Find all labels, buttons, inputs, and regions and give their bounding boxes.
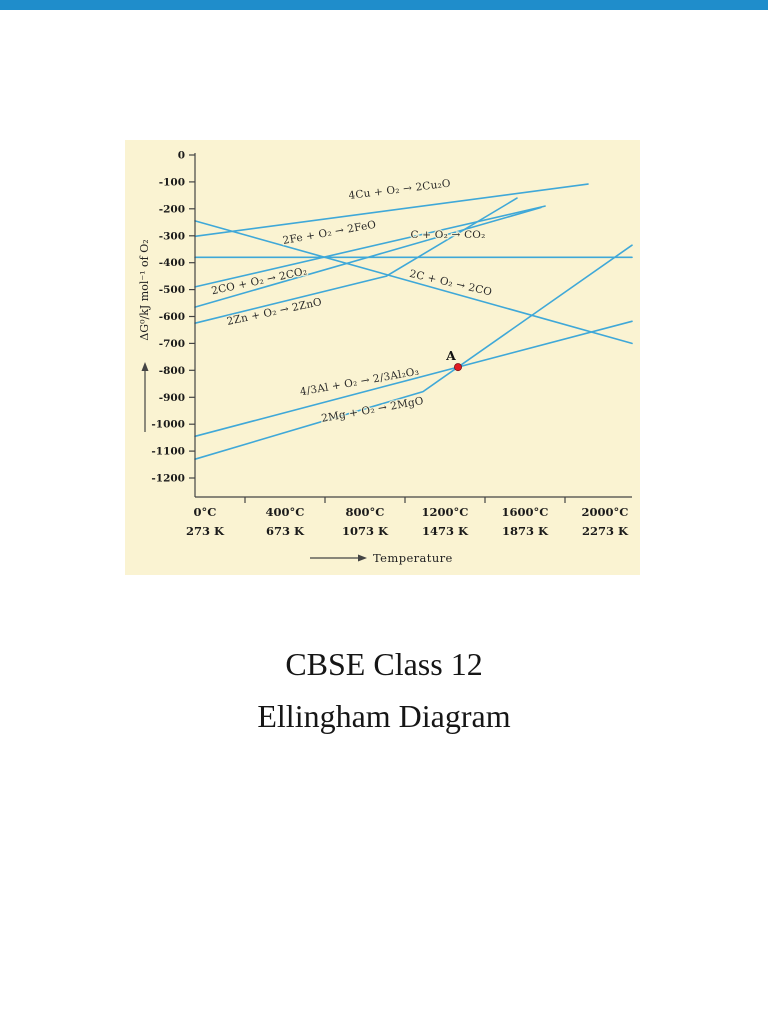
x-tick-label-celsius: 0°C bbox=[194, 505, 217, 519]
point-A-label: A bbox=[445, 348, 456, 363]
x-axis-title: Temperature bbox=[373, 551, 453, 565]
y-tick-label: -900 bbox=[159, 392, 185, 404]
y-axis-title: ΔG⁰/kJ mol⁻¹ of O₂ bbox=[138, 239, 151, 340]
y-tick-label: -300 bbox=[159, 230, 185, 242]
x-tick-label-kelvin: 1073 K bbox=[342, 524, 389, 538]
x-tick-label-kelvin: 2273 K bbox=[582, 524, 629, 538]
curve-mgo bbox=[194, 244, 633, 461]
reaction-label-cu2o: 4Cu + O₂ → 2Cu₂O bbox=[348, 177, 452, 201]
y-tick-label: -500 bbox=[159, 284, 185, 296]
curve-al2o3 bbox=[194, 320, 633, 438]
x-tick-label-celsius: 400°C bbox=[266, 505, 305, 519]
diagram-panel: 4Cu + O₂ → 2Cu₂O 2Fe + O₂ → 2FeO C + O₂ → … bbox=[125, 140, 640, 575]
reaction-label-co_co2: 2CO + O₂ → 2CO₂ bbox=[210, 265, 308, 297]
caption-block: CBSE Class 12 Ellingham Diagram bbox=[0, 638, 768, 742]
curve-c_co bbox=[194, 220, 633, 345]
marker-point-A bbox=[453, 363, 462, 372]
top-blue-bar bbox=[0, 0, 768, 10]
reaction-label-c_co: 2C + O₂ → 2CO bbox=[408, 268, 493, 299]
y-tick-label: -1200 bbox=[151, 473, 185, 485]
x-tick-label-celsius: 800°C bbox=[346, 505, 385, 519]
x-tick-label-kelvin: 673 K bbox=[266, 524, 305, 538]
y-tick-label: -600 bbox=[159, 311, 185, 323]
y-tick-label: 0 bbox=[178, 150, 185, 162]
y-tick-label: -200 bbox=[159, 203, 185, 215]
x-tick-label-kelvin: 1873 K bbox=[502, 524, 549, 538]
y-tick-label: -1100 bbox=[151, 446, 185, 458]
curve-zno bbox=[194, 197, 518, 324]
y-tick-label: -800 bbox=[159, 365, 185, 377]
caption-line-2: Ellingham Diagram bbox=[257, 698, 511, 734]
x-tick-label-celsius: 1200°C bbox=[422, 505, 469, 519]
x-tick-label-celsius: 1600°C bbox=[502, 505, 549, 519]
y-tick-label: -400 bbox=[159, 257, 185, 269]
y-axis-arrowhead-icon bbox=[141, 362, 149, 371]
y-tick-label: -1000 bbox=[151, 419, 185, 431]
y-tick-label: -700 bbox=[159, 338, 185, 350]
reaction-label-co2: C + O₂ → CO₂ bbox=[410, 229, 485, 241]
x-tick-label-celsius: 2000°C bbox=[582, 505, 629, 519]
curve-cu2o bbox=[194, 183, 589, 238]
curve-feo bbox=[194, 205, 546, 288]
y-tick-label: -100 bbox=[159, 176, 185, 188]
x-tick-label-kelvin: 273 K bbox=[186, 524, 225, 538]
x-tick-label-kelvin: 1473 K bbox=[422, 524, 469, 538]
caption-line-1: CBSE Class 12 bbox=[285, 646, 483, 682]
curve-co_co2 bbox=[194, 206, 542, 308]
x-axis-arrowhead-icon bbox=[358, 554, 367, 562]
